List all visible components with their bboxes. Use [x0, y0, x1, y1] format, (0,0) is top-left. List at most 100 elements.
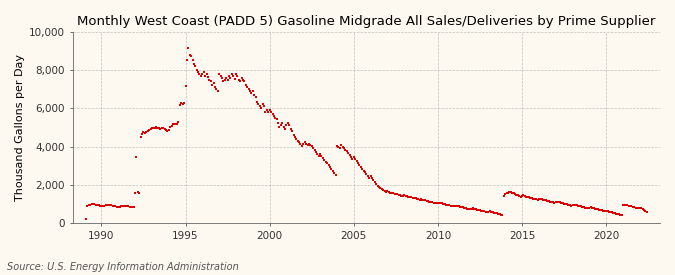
Point — [296, 144, 307, 148]
Point — [508, 191, 519, 196]
Point — [344, 153, 355, 158]
Point — [543, 199, 554, 203]
Point — [265, 110, 276, 114]
Point — [374, 185, 385, 189]
Point — [209, 85, 220, 89]
Point — [515, 194, 526, 199]
Point — [178, 102, 188, 106]
Point — [140, 131, 151, 136]
Point — [357, 166, 368, 171]
Point — [279, 127, 290, 131]
Point — [510, 192, 520, 196]
Point — [217, 75, 227, 80]
Point — [438, 202, 449, 206]
Point — [304, 142, 315, 147]
Point — [387, 191, 398, 196]
Point — [246, 90, 257, 95]
Point — [421, 199, 432, 203]
Point — [85, 203, 96, 207]
Point — [109, 204, 119, 208]
Point — [606, 210, 617, 214]
Point — [287, 129, 298, 133]
Point — [95, 204, 105, 208]
Point — [427, 200, 438, 205]
Point — [242, 85, 252, 89]
Point — [504, 189, 515, 194]
Point — [602, 209, 613, 213]
Point — [598, 209, 609, 213]
Y-axis label: Thousand Gallons per Day: Thousand Gallons per Day — [15, 54, 25, 201]
Point — [498, 194, 509, 199]
Point — [90, 202, 101, 207]
Point — [441, 202, 452, 207]
Point — [159, 127, 170, 132]
Point — [395, 193, 406, 197]
Point — [568, 202, 579, 207]
Point — [371, 182, 381, 186]
Point — [512, 193, 523, 198]
Point — [522, 195, 533, 199]
Point — [472, 207, 483, 212]
Point — [556, 201, 566, 205]
Point — [123, 204, 134, 209]
Point — [452, 204, 463, 208]
Point — [225, 75, 236, 80]
Point — [435, 201, 446, 205]
Point — [597, 208, 608, 213]
Point — [356, 164, 367, 169]
Point — [580, 205, 591, 210]
Point — [408, 196, 419, 200]
Point — [503, 190, 514, 195]
Point — [284, 123, 295, 127]
Point — [369, 180, 380, 184]
Point — [591, 207, 602, 211]
Point — [105, 203, 115, 207]
Point — [473, 208, 484, 212]
Point — [350, 157, 360, 161]
Point — [339, 145, 350, 150]
Point — [480, 210, 491, 214]
Point — [186, 54, 196, 59]
Point — [331, 144, 342, 148]
Point — [535, 197, 545, 201]
Point — [437, 201, 448, 206]
Point — [257, 102, 268, 106]
Point — [322, 161, 333, 166]
Point — [603, 210, 614, 214]
Point — [389, 191, 400, 196]
Point — [476, 208, 487, 213]
Point — [373, 184, 383, 188]
Point — [281, 123, 292, 127]
Point — [351, 159, 362, 163]
Point — [107, 203, 118, 208]
Point — [624, 204, 635, 208]
Point — [286, 127, 296, 131]
Point — [495, 212, 506, 217]
Point — [263, 110, 274, 114]
Point — [511, 192, 522, 197]
Point — [110, 204, 121, 208]
Point — [570, 203, 580, 207]
Point — [205, 79, 216, 84]
Point — [564, 203, 575, 207]
Point — [406, 195, 416, 199]
Point — [608, 211, 618, 215]
Point — [614, 212, 624, 216]
Point — [97, 204, 108, 208]
Point — [308, 146, 319, 150]
Point — [318, 156, 329, 160]
Point — [632, 206, 643, 210]
Point — [429, 200, 439, 205]
Point — [361, 172, 372, 177]
Point — [335, 142, 346, 147]
Point — [506, 190, 516, 194]
Point — [416, 197, 427, 201]
Point — [618, 203, 628, 207]
Point — [190, 64, 200, 68]
Point — [278, 125, 289, 129]
Point — [382, 188, 393, 193]
Point — [526, 196, 537, 200]
Point — [192, 68, 202, 72]
Point — [399, 193, 410, 198]
Point — [425, 200, 436, 204]
